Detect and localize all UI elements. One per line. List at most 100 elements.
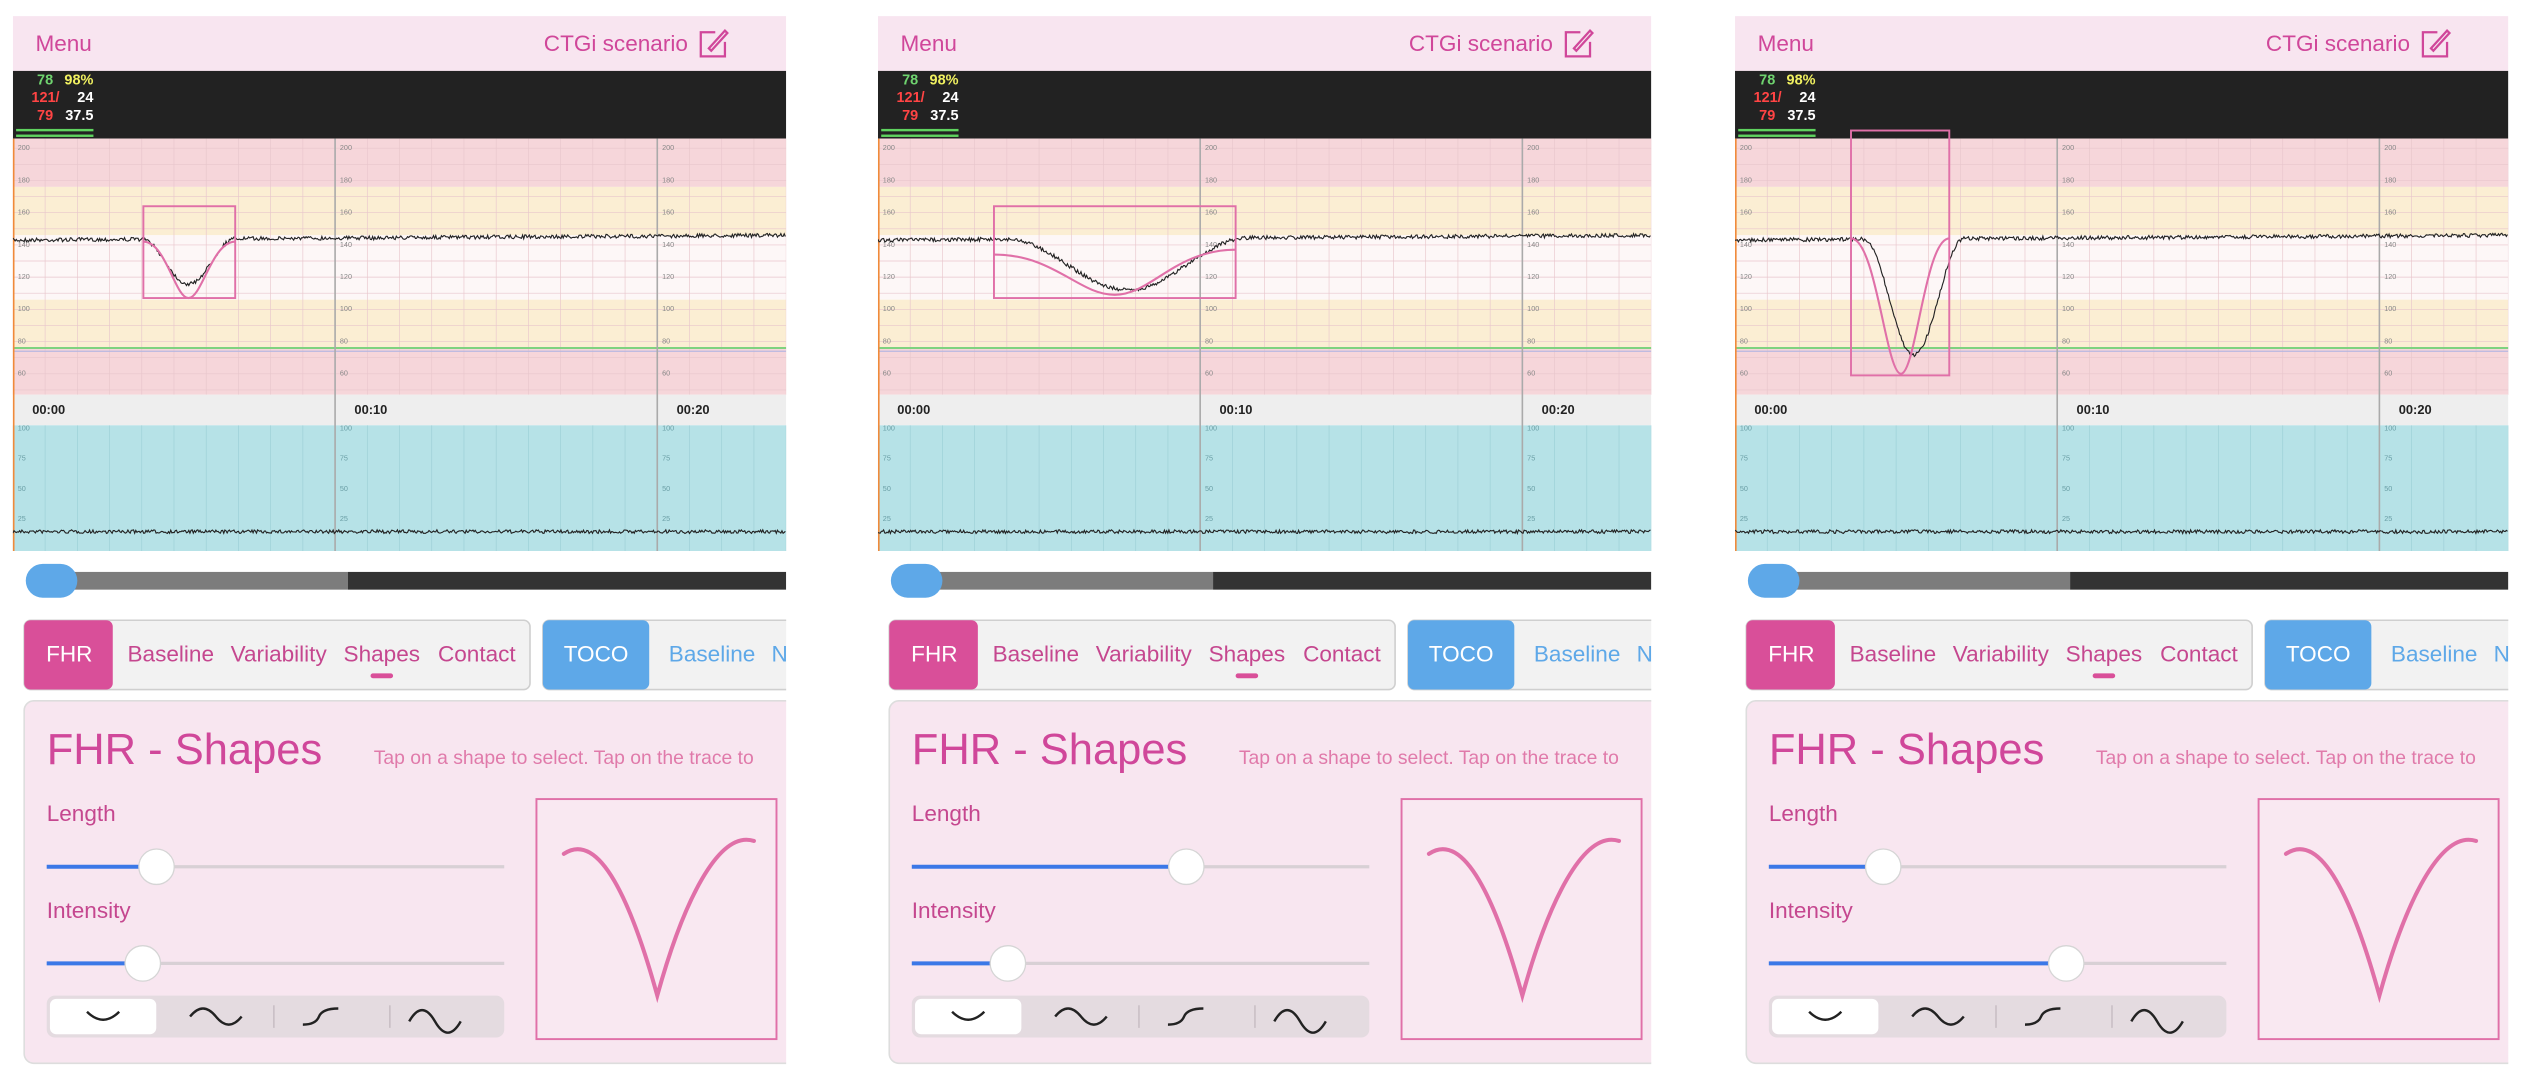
toco-tab[interactable]: N	[2494, 642, 2510, 667]
toco-tick-label: 100	[1740, 423, 1752, 432]
fhr-tick-label: 160	[2062, 208, 2074, 217]
fhr-tick-label: 180	[662, 175, 674, 184]
fhr-tick-label: 60	[2062, 369, 2070, 378]
fhr-tab[interactable]: Baseline	[128, 642, 214, 667]
shape-option[interactable]	[951, 1010, 986, 1021]
header-bar	[877, 16, 1652, 71]
fhr-tick-label: 120	[2384, 272, 2396, 281]
menu-button[interactable]: Menu	[901, 31, 957, 56]
fhr-tab[interactable]: FHR	[46, 642, 92, 667]
shape-option[interactable]	[2024, 1007, 2061, 1026]
toco-tab[interactable]: Baseline	[2391, 642, 2478, 667]
fhr-tick-label: 140	[1205, 240, 1217, 249]
tab-underline	[370, 673, 394, 679]
menu-button[interactable]: Menu	[1758, 31, 1814, 56]
toco-tick-label: 100	[1527, 423, 1539, 432]
menu-button[interactable]: Menu	[35, 31, 91, 56]
shape-option[interactable]	[2130, 1008, 2184, 1034]
scenario-button[interactable]: CTGi scenario	[2266, 31, 2410, 56]
shape-option[interactable]	[86, 1010, 121, 1021]
scrubber-knob[interactable]	[890, 563, 943, 598]
scrubber-knob[interactable]	[1747, 563, 1800, 598]
scrubber-track	[2070, 571, 2509, 590]
shape-option[interactable]	[408, 1008, 462, 1034]
fhr-tick-label: 100	[2062, 304, 2074, 313]
shape-option[interactable]	[1054, 1007, 1108, 1026]
card-heading: FHR - Shapes	[912, 726, 1187, 774]
shape-option[interactable]	[1911, 1007, 1965, 1026]
slider-label: Intensity	[47, 898, 132, 923]
fhr-tick-label: 120	[1205, 272, 1217, 281]
shape-option[interactable]	[1273, 1008, 1327, 1034]
shape-curve	[1850, 237, 1950, 375]
fhr-tab[interactable]: Baseline	[993, 642, 1079, 667]
toco-tab[interactable]: TOCO	[564, 642, 629, 667]
fhr-tick-label: 80	[1205, 336, 1213, 345]
vital-value: 121/	[896, 90, 924, 106]
slider-knob[interactable]	[1864, 848, 1902, 886]
time-label: 00:10	[2077, 402, 2110, 417]
toco-tick-label: 50	[1527, 484, 1535, 493]
shape-option[interactable]	[1808, 1010, 1843, 1021]
fhr-tab[interactable]: FHR	[1768, 642, 1814, 667]
toco-tick-label: 25	[662, 514, 670, 523]
fhr-tick-label: 160	[340, 208, 352, 217]
toco-tick-label: 50	[662, 484, 670, 493]
fhr-tab[interactable]: Variability	[1096, 642, 1193, 667]
shape-option[interactable]	[302, 1007, 339, 1026]
toco-tab[interactable]: N	[772, 642, 788, 667]
vital-value: 79	[902, 108, 918, 124]
fhr-tab[interactable]: Shapes	[2066, 642, 2142, 667]
shape-option[interactable]	[1167, 1007, 1204, 1026]
slider-knob[interactable]	[138, 848, 175, 886]
toco-tab[interactable]: Baseline	[669, 642, 756, 667]
fhr-tab[interactable]: Variability	[1953, 642, 2050, 667]
fhr-tab[interactable]: Contact	[2160, 642, 2238, 667]
fhr-tick-label: 140	[1527, 240, 1539, 249]
vital-value: 98%	[930, 72, 959, 88]
toco-tab[interactable]: TOCO	[1429, 642, 1494, 667]
vital-value: 24	[1799, 90, 1815, 106]
slider-knob[interactable]	[1167, 848, 1205, 886]
toco-tab[interactable]: TOCO	[2286, 642, 2351, 667]
fhr-tab[interactable]: Baseline	[1850, 642, 1937, 667]
fhr-tick-label: 180	[340, 175, 352, 184]
fhr-tick-label: 100	[1527, 304, 1539, 313]
fhr-tab[interactable]: Contact	[1303, 642, 1381, 667]
fhr-tick-label: 80	[1527, 336, 1535, 345]
scrubber-track	[64, 571, 348, 590]
fhr-tab[interactable]: Shapes	[344, 642, 420, 667]
slider-label: Length	[1769, 801, 1838, 826]
fhr-tick-label: 140	[340, 240, 352, 249]
fhr-tick-label: 140	[662, 240, 674, 249]
edit-icon	[1564, 29, 1595, 58]
card-heading: FHR - Shapes	[47, 726, 322, 774]
vital-value: 78	[1759, 72, 1775, 88]
toco-tick-label: 25	[2062, 514, 2070, 523]
shape-option[interactable]	[189, 1007, 243, 1026]
preview-curve	[1426, 837, 1622, 1004]
scenario-button[interactable]: CTGi scenario	[544, 31, 688, 56]
fhr-tick-label: 60	[1740, 369, 1748, 378]
fhr-tick-label: 200	[1740, 143, 1752, 152]
fhr-tab[interactable]: Variability	[231, 642, 328, 667]
toco-tab[interactable]: N	[1637, 642, 1653, 667]
fhr-tick-label: 180	[1740, 175, 1752, 184]
slider-knob[interactable]	[124, 945, 162, 982]
shape-selection[interactable]	[142, 205, 237, 300]
slider-knob[interactable]	[2047, 945, 2085, 982]
toco-tab[interactable]: Baseline	[1534, 642, 1621, 667]
fhr-tab[interactable]: FHR	[911, 642, 957, 667]
scenario-button[interactable]: CTGi scenario	[1409, 31, 1553, 56]
shape-selection[interactable]	[1850, 129, 1951, 377]
toco-tick-label: 50	[2062, 484, 2070, 493]
shape-selection[interactable]	[993, 205, 1237, 300]
shape-preview	[535, 798, 778, 1041]
fhr-tick-label: 200	[1527, 143, 1539, 152]
slider-label: Intensity	[912, 898, 997, 923]
fhr-tab[interactable]: Shapes	[1209, 642, 1285, 667]
fhr-tab[interactable]: Contact	[438, 642, 516, 667]
scrubber-knob[interactable]	[25, 563, 78, 598]
fhr-tick-label: 100	[1205, 304, 1217, 313]
slider-knob[interactable]	[989, 945, 1027, 982]
